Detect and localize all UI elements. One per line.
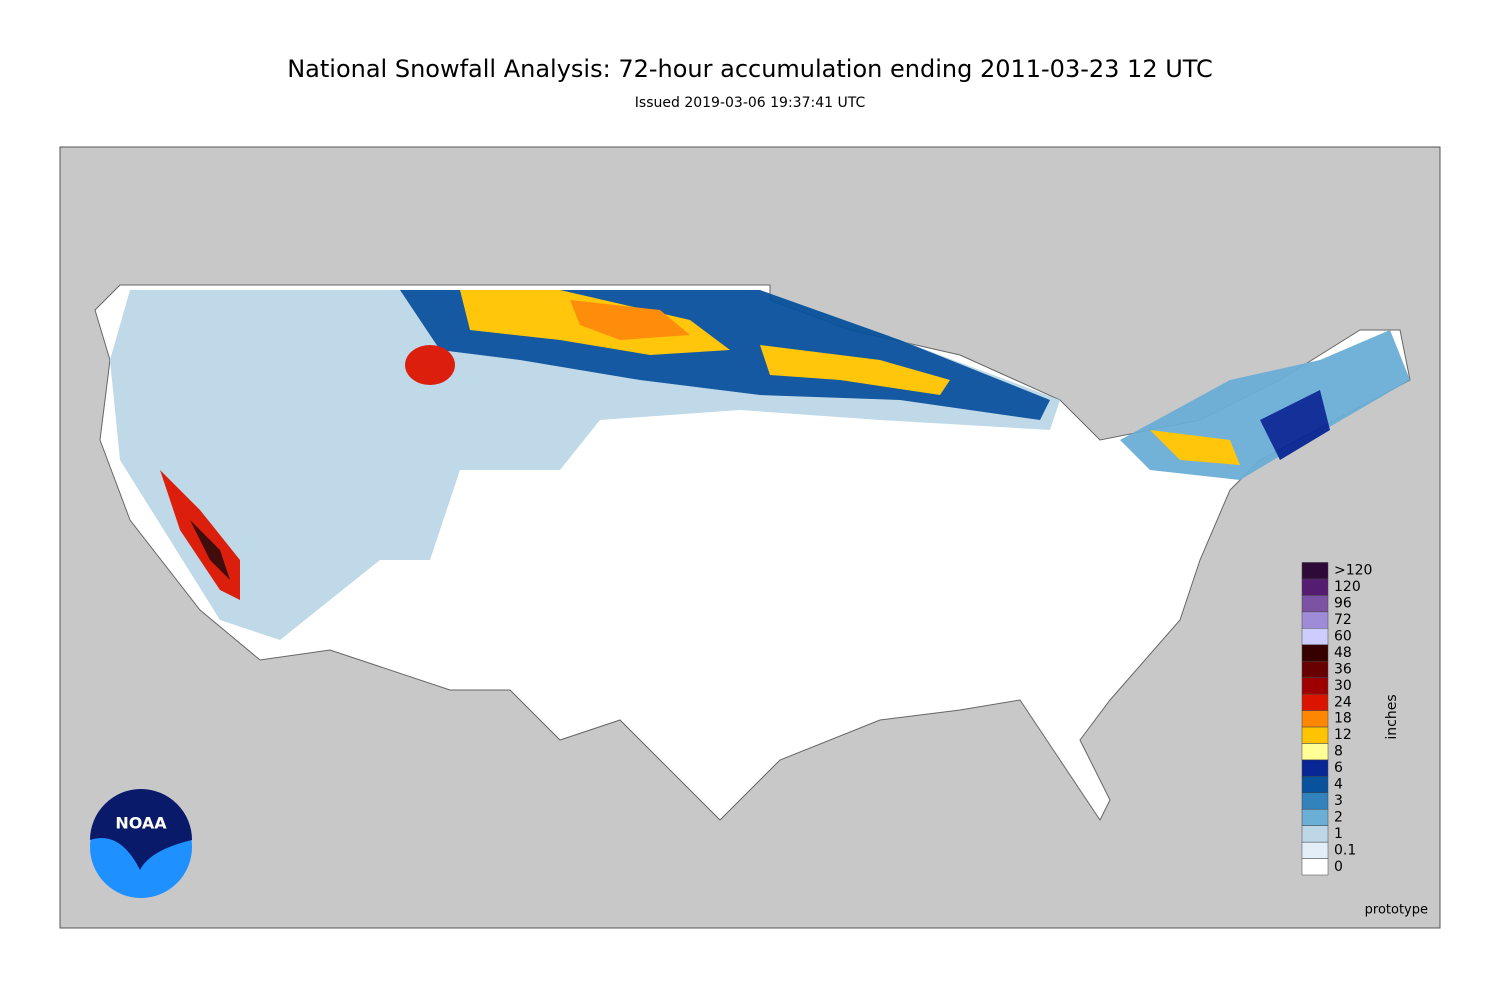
legend-label: 30 [1334, 678, 1352, 694]
legend-swatch [1301, 660, 1329, 678]
legend-label: 18 [1334, 711, 1352, 727]
legend-swatch [1301, 808, 1329, 826]
legend-label: 12 [1334, 727, 1352, 743]
legend-swatch [1301, 710, 1329, 728]
snow-new-england [1260, 390, 1330, 460]
legend-label: 24 [1334, 694, 1352, 710]
title: National Snowfall Analysis: 72-hour accu… [287, 55, 1213, 83]
legend-swatch [1301, 644, 1329, 662]
legend-label: 8 [1334, 744, 1343, 760]
legend-swatch [1301, 628, 1329, 645]
legend-swatch [1301, 792, 1329, 810]
legend-swatch [1301, 776, 1329, 793]
logo: NOAA [90, 789, 192, 898]
legend-label: 48 [1334, 645, 1352, 661]
watermark: prototype [1365, 903, 1428, 918]
legend-swatch [1301, 841, 1329, 859]
legend-label: 0.1 [1334, 842, 1356, 858]
legend-label: 0 [1334, 859, 1343, 875]
legend-label: 3 [1334, 793, 1343, 809]
snow-rockies [405, 345, 455, 385]
legend-label: 2 [1334, 809, 1343, 825]
legend-swatch [1301, 578, 1329, 596]
legend-swatch [1301, 595, 1329, 613]
snow-ny [1150, 430, 1240, 465]
logo-top [90, 789, 192, 870]
legend-swatch [1301, 858, 1329, 876]
snow-band-east [760, 345, 950, 395]
legend-swatch [1301, 677, 1329, 695]
legend-label: 120 [1334, 579, 1361, 595]
legend-swatch [1301, 825, 1329, 843]
legend-label: 4 [1334, 777, 1343, 793]
legend-label: 36 [1334, 661, 1352, 677]
legend-swatch [1301, 693, 1329, 711]
snow-areas [110, 290, 1410, 640]
legend-label: 1 [1334, 826, 1343, 842]
legend-swatch [1301, 743, 1329, 761]
legend-swatch [1301, 611, 1329, 629]
subtitle: Issued 2019-03-06 19:37:41 UTC [635, 95, 866, 111]
legend-unit: inches [1384, 694, 1400, 739]
logo-text: NOAA [115, 814, 167, 833]
legend-label: 6 [1334, 760, 1343, 776]
legend-swatch [1301, 562, 1329, 580]
legend-swatch [1301, 726, 1329, 744]
legend-label: 72 [1334, 612, 1352, 628]
legend-label: 96 [1334, 596, 1352, 612]
snow-band-core [570, 300, 690, 340]
legend-swatch [1301, 759, 1329, 777]
snow-sierra-core [190, 520, 230, 580]
legend-label: 60 [1334, 628, 1352, 644]
legend-label: >120 [1334, 563, 1372, 579]
